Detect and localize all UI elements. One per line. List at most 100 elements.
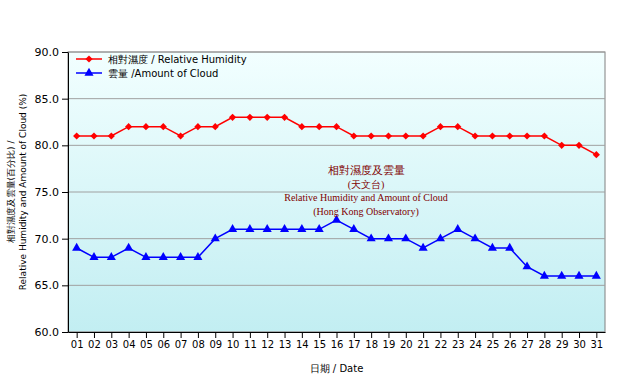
- grid-line: [68, 238, 605, 239]
- series-marker: [142, 123, 149, 130]
- y-tick-mark: [62, 332, 68, 333]
- x-tick: 29: [556, 332, 569, 350]
- x-tick: 21: [417, 332, 430, 350]
- x-tick: 31: [590, 332, 603, 350]
- x-tick-label: 18: [365, 339, 378, 350]
- series-marker: [194, 123, 201, 130]
- series-marker: [263, 224, 272, 232]
- series-marker: [176, 252, 185, 260]
- grid-line: [68, 285, 605, 286]
- series-marker: [228, 224, 237, 232]
- x-tick: 22: [435, 332, 448, 350]
- series-marker: [453, 224, 462, 232]
- x-tick: 05: [140, 332, 153, 350]
- x-tick-label: 07: [175, 339, 188, 350]
- series-marker: [402, 132, 409, 139]
- x-axis-title: 日期 / Date: [310, 363, 364, 374]
- y-tick: 80.0: [35, 139, 69, 152]
- series-marker: [523, 132, 530, 139]
- y-tick-mark: [62, 52, 68, 53]
- series-marker: [505, 243, 514, 251]
- series-marker: [177, 132, 184, 139]
- series-marker: [593, 151, 600, 158]
- chart-title: Relative Humidity and Amount of Cloud: [284, 192, 448, 203]
- x-tick-label: 04: [123, 339, 136, 350]
- series-marker: [107, 252, 116, 260]
- x-tick-label: 10: [227, 339, 240, 350]
- x-tick-label: 09: [209, 339, 222, 350]
- series-marker: [471, 233, 480, 241]
- series-marker: [419, 243, 428, 251]
- x-tick: 01: [71, 332, 84, 350]
- series-marker: [108, 132, 115, 139]
- series-marker: [420, 132, 427, 139]
- x-tick-label: 01: [71, 339, 84, 350]
- x-tick: 07: [175, 332, 188, 350]
- chart-title: 相對濕度及雲量: [328, 164, 405, 176]
- x-tick-label: 24: [469, 339, 482, 350]
- series-marker: [506, 132, 513, 139]
- series-marker: [124, 243, 133, 251]
- x-axis: 0102030405060708091011121314151617181920…: [69, 332, 606, 350]
- x-tick-label: 19: [383, 339, 396, 350]
- grid-line: [68, 52, 605, 53]
- y-axis-title: Relative Humidity and Amount of Cloud (%…: [18, 94, 28, 291]
- x-tick: 28: [539, 332, 552, 350]
- x-tick: 03: [105, 332, 118, 350]
- x-tick-mark: [233, 332, 234, 338]
- x-tick-label: 20: [400, 339, 413, 350]
- x-tick-label: 25: [487, 339, 500, 350]
- series-marker: [298, 123, 305, 130]
- series-marker: [160, 123, 167, 130]
- legend: 相對濕度 / Relative Humidity雲量 /Amount of Cl…: [76, 54, 247, 79]
- series-marker: [280, 224, 289, 232]
- series-marker: [264, 114, 271, 121]
- x-tick-mark: [492, 332, 493, 338]
- x-tick-mark: [285, 332, 286, 338]
- y-tick-label: 70.0: [35, 233, 60, 246]
- x-tick-mark: [388, 332, 389, 338]
- y-tick-mark: [62, 192, 68, 193]
- grid-line: [68, 145, 605, 146]
- x-tick-mark: [337, 332, 338, 338]
- x-tick-mark: [163, 332, 164, 338]
- y-tick: 60.0: [35, 326, 69, 339]
- series-marker: [316, 123, 323, 130]
- series-marker: [159, 252, 168, 260]
- x-tick-label: 30: [573, 339, 586, 350]
- series-marker: [489, 132, 496, 139]
- x-tick-mark: [371, 332, 372, 338]
- x-tick-label: 23: [452, 339, 465, 350]
- grid: [68, 52, 605, 332]
- x-tick-label: 08: [192, 339, 205, 350]
- x-tick: 13: [279, 332, 292, 350]
- series-marker: [488, 243, 497, 251]
- series-marker: [437, 123, 444, 130]
- x-tick-mark: [440, 332, 441, 338]
- series-marker: [229, 114, 236, 121]
- legend-label: 雲量 /Amount of Cloud: [108, 68, 218, 79]
- x-tick-mark: [111, 332, 112, 338]
- x-tick: 12: [261, 332, 274, 350]
- series-marker: [315, 224, 324, 232]
- series-marker: [141, 252, 150, 260]
- series-marker: [368, 132, 375, 139]
- x-tick: 16: [331, 332, 344, 350]
- series-marker: [125, 123, 132, 130]
- x-tick: 18: [365, 332, 378, 350]
- series-marker: [574, 271, 583, 279]
- x-tick: 06: [157, 332, 170, 350]
- chart: 60.065.070.075.080.085.090.0010203040506…: [0, 0, 635, 390]
- y-axis-line: [68, 53, 69, 333]
- series-marker: [72, 243, 81, 251]
- series-marker: [297, 224, 306, 232]
- legend-marker: [85, 55, 92, 62]
- x-tick-mark: [215, 332, 216, 338]
- x-tick-label: 26: [504, 339, 517, 350]
- x-tick: 17: [348, 332, 361, 350]
- series-marker: [541, 132, 548, 139]
- series-marker: [349, 224, 358, 232]
- series-marker: [454, 123, 461, 130]
- x-tick-mark: [267, 332, 268, 338]
- x-tick-label: 28: [539, 339, 552, 350]
